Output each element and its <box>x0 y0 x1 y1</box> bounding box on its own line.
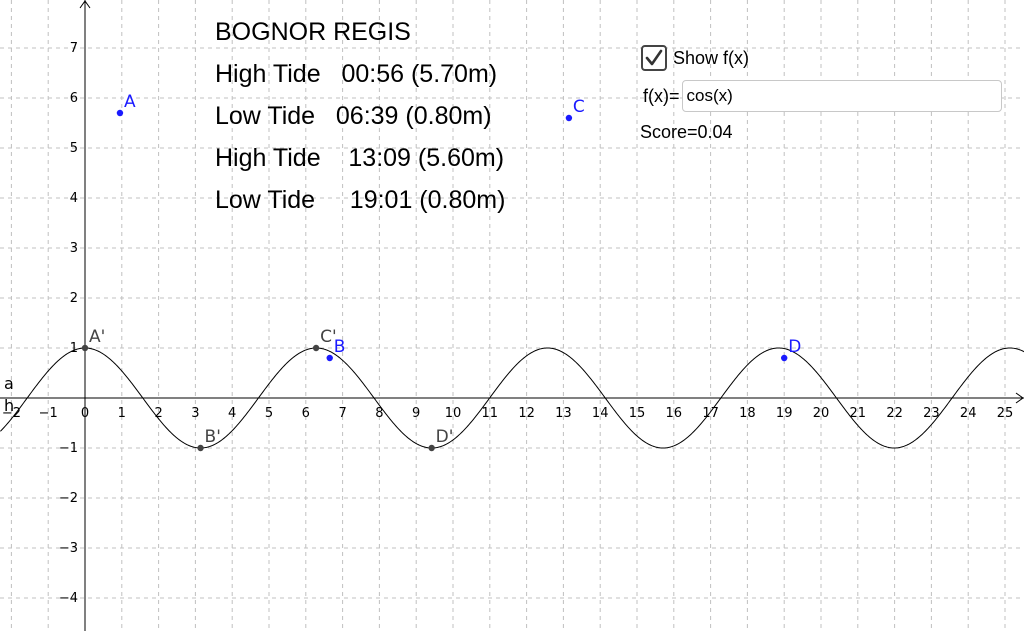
x-tick-label: 6 <box>302 406 310 421</box>
point-label: D <box>788 337 801 357</box>
y-tick-label: 2 <box>70 291 78 306</box>
y-tick-label: 6 <box>70 91 78 106</box>
x-tick-label: 10 <box>445 406 462 421</box>
x-tick-label: 23 <box>923 406 940 421</box>
y-tick-label: −4 <box>59 591 78 606</box>
x-tick-label: 2 <box>154 406 162 421</box>
tide-row: High Tide 13:09 (5.60m) <box>215 144 505 172</box>
point-marker <box>781 354 788 362</box>
point-d[interactable]: D <box>781 337 801 362</box>
y-tick-label: 1 <box>70 341 78 356</box>
point-label: A' <box>89 327 105 347</box>
x-tick-label: 4 <box>228 406 236 421</box>
point-label: D' <box>436 427 454 447</box>
x-tick-label: −1 <box>39 406 58 421</box>
fx-input-row: f(x)= <box>643 80 1002 112</box>
y-axis-arrow <box>79 0 91 9</box>
point-b-prime[interactable]: B' <box>197 427 221 452</box>
point-a[interactable]: A <box>116 92 136 117</box>
point-label: C' <box>320 327 337 347</box>
point-marker <box>312 344 320 352</box>
x-tick-label: 20 <box>813 406 830 421</box>
y-tick-label: −1 <box>59 441 78 456</box>
point-label: B <box>334 337 346 357</box>
x-tick-label: 9 <box>412 406 420 421</box>
point-label: B' <box>205 427 221 447</box>
show-fx-label: Show f(x) <box>673 47 750 68</box>
point-marker <box>197 444 204 452</box>
point-c[interactable]: C <box>565 97 585 122</box>
x-tick-label: 15 <box>629 406 646 421</box>
axis-label-a: a <box>4 374 14 393</box>
x-tick-label: 3 <box>191 406 199 421</box>
y-tick-label: 5 <box>70 141 78 156</box>
y-tick-label: 4 <box>70 191 78 206</box>
point-marker <box>428 444 435 452</box>
y-tick-label: 7 <box>70 41 78 56</box>
x-tick-label: 12 <box>518 406 535 421</box>
point-d-prime[interactable]: D' <box>428 427 454 452</box>
x-tick-label: 8 <box>375 406 383 421</box>
x-tick-label: 7 <box>338 406 346 421</box>
x-tick-label: 1 <box>118 406 126 421</box>
tide-row: Low Tide 19:01 (0.80m) <box>215 186 506 214</box>
x-tick-label: 18 <box>739 406 756 421</box>
fx-input[interactable] <box>681 80 1002 112</box>
x-tick-label: 22 <box>886 406 903 421</box>
show-fx-toggle[interactable]: Show f(x) <box>641 45 749 71</box>
tick-labels: −2 −1 0 1 2 3 4 5 6 7 8 9 10 11 12 13 14 15 16 17 18 19 20 21 22… <box>2 41 1013 606</box>
point-marker <box>81 344 89 352</box>
point-marker <box>116 109 124 117</box>
tide-row: High Tide 00:56 (5.70m) <box>215 60 498 88</box>
x-tick-label: 11 <box>482 406 499 421</box>
y-tick-label: −2 <box>59 491 78 506</box>
x-tick-label: 13 <box>555 406 572 421</box>
x-tick-label: 14 <box>592 406 609 421</box>
axis-label-h: h <box>4 396 14 415</box>
y-tick-label: 3 <box>70 241 78 256</box>
point-marker <box>326 354 333 362</box>
x-tick-label: 25 <box>997 406 1014 421</box>
score-text: Score=0.04 <box>640 122 733 142</box>
tide-row: Low Tide 06:39 (0.80m) <box>215 102 492 130</box>
point-label: C <box>573 97 585 117</box>
x-tick-label: 16 <box>666 406 683 421</box>
fx-label: f(x)= <box>643 85 680 106</box>
point-marker <box>565 114 573 122</box>
x-tick-label: 0 <box>81 406 89 421</box>
checkmark-icon <box>645 49 663 66</box>
points[interactable]: A B C D A' B' C' D' <box>81 92 801 452</box>
x-tick-label: 19 <box>776 406 793 421</box>
point-a-prime[interactable]: A' <box>81 327 106 352</box>
point-label: A <box>124 92 136 112</box>
show-fx-checkbox[interactable] <box>641 45 667 71</box>
x-tick-label: 21 <box>850 406 867 421</box>
function-curve[interactable] <box>0 347 1024 449</box>
x-tick-label: −2 <box>2 406 21 421</box>
x-axis-arrow <box>1015 392 1024 404</box>
point-c-prime[interactable]: C' <box>312 327 337 352</box>
x-tick-label: 5 <box>265 406 273 421</box>
point-b[interactable]: B <box>326 337 346 362</box>
x-tick-label: 24 <box>960 406 977 421</box>
y-tick-label: −3 <box>59 541 78 556</box>
location-title: BOGNOR REGIS <box>215 18 411 46</box>
